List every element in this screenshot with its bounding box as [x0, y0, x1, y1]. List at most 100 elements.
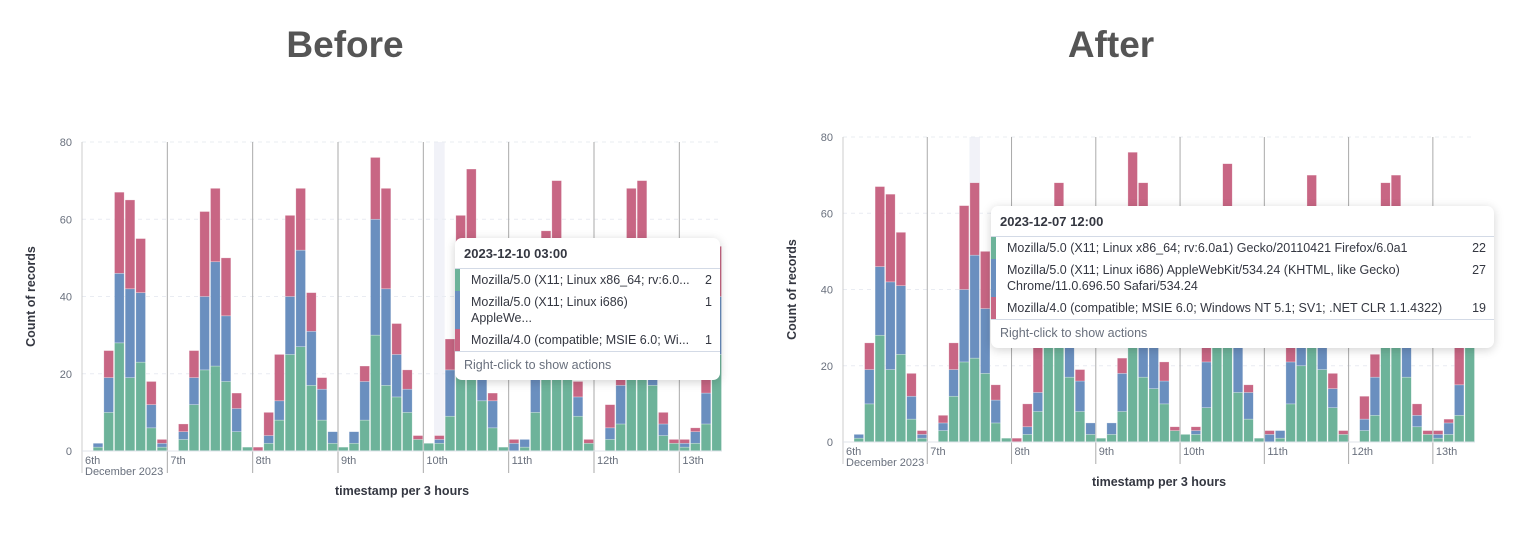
bar-segment-series-2	[1032, 392, 1043, 412]
bar-segment-series-3	[178, 423, 189, 432]
bar-segment-series-1	[1338, 434, 1349, 443]
bar-segment-series-2	[135, 292, 146, 363]
bar-segment-series-1	[874, 334, 885, 443]
bar-segment-series-3	[1032, 346, 1043, 393]
x-tick-label: 8th	[1015, 446, 1030, 458]
bar-segment-series-1	[178, 439, 189, 452]
bar-segment-series-3	[906, 373, 917, 397]
bar-segment-series-3	[1369, 354, 1380, 378]
bar-segment-series-1	[1443, 434, 1454, 443]
bar-segment-series-1	[937, 430, 949, 443]
bar-segment-series-2	[114, 273, 125, 344]
bar-segment-series-1	[156, 446, 168, 452]
bar-segment-series-2	[948, 369, 959, 397]
tooltip-row-label: Mozilla/5.0 (X11; Linux x86_64; rv:6.0a1…	[1007, 241, 1408, 255]
bar-segment-series-1	[1422, 434, 1433, 443]
y-axis-title: Count of records	[785, 239, 799, 340]
tooltip-row: Mozilla/5.0 (X11; Linux x86_64; rv:6.0..…	[455, 269, 720, 291]
bar-segment-series-3	[1443, 418, 1454, 424]
y-axis-title: Count of records	[24, 246, 38, 347]
bar-segment-series-1	[423, 442, 434, 452]
bar-segment-series-1	[1159, 403, 1170, 443]
bar-segment-series-3	[188, 350, 200, 378]
bar-segment-series-3	[1412, 403, 1423, 416]
bar-segment-series-1	[980, 373, 991, 443]
after-tooltip: 2023-12-07 12:00 Mozilla/5.0 (X11; Linux…	[991, 206, 1494, 348]
bar-segment-series-2	[402, 388, 413, 413]
bar-segment-series-3	[658, 412, 669, 425]
bar-segment-series-3	[1169, 426, 1180, 431]
bar-segment-series-1	[519, 446, 530, 452]
bar-segment-series-1	[476, 400, 488, 452]
bar-segment-series-3	[1338, 430, 1349, 435]
bar-segment-series-1	[1327, 407, 1338, 443]
bar-segment-series-1	[1190, 434, 1201, 443]
bar-segment-series-3	[412, 435, 424, 440]
bar-segment-series-3	[948, 342, 959, 370]
y-tick-label: 0	[66, 446, 72, 458]
bar-segment-series-3	[1159, 361, 1170, 382]
bar-segment-series-3	[1190, 426, 1201, 431]
bar-segment-series-1	[1243, 418, 1254, 443]
bar-segment-series-2	[969, 254, 980, 359]
x-axis-title: timestamp per 3 hours	[335, 484, 469, 498]
bar-segment-series-1	[679, 446, 690, 452]
bar-segment-series-3	[959, 205, 970, 290]
bar-segment-series-3	[508, 439, 520, 444]
bar-segment-series-2	[1359, 418, 1370, 431]
bar-segment-series-2	[959, 289, 970, 363]
bar-segment-series-1	[199, 369, 210, 452]
tooltip-row-value: 2	[705, 273, 712, 287]
bar-segment-series-2	[327, 431, 338, 444]
tooltip-row-value: 22	[1472, 241, 1486, 255]
bar-segment-series-2	[284, 296, 296, 355]
bar-segment-series-3	[295, 188, 306, 251]
tooltip-footer: Right-click to show actions	[455, 351, 720, 380]
bar-segment-series-2	[874, 266, 885, 336]
bar-segment-series-3	[690, 427, 701, 432]
y-tick-label: 80	[60, 137, 72, 149]
bar-segment-series-3	[156, 439, 168, 444]
bar-segment-series-3	[1264, 430, 1275, 435]
bar-segment-series-1	[274, 419, 285, 452]
bar-segment-series-1	[391, 396, 402, 452]
bar-segment-series-1	[969, 357, 980, 443]
bar-segment-series-1	[990, 422, 1001, 443]
bar-segment-series-3	[1022, 403, 1033, 428]
x-tick-label: 9th	[1099, 446, 1114, 458]
bar-segment-series-3	[583, 439, 594, 444]
y-tick-label: 40	[821, 285, 833, 297]
y-tick-label: 80	[821, 132, 833, 144]
bar-segment-series-2	[1022, 426, 1033, 435]
bar-segment-series-1	[1085, 434, 1096, 443]
tooltip-row-label: Mozilla/5.0 (X11; Linux i686) AppleWebKi…	[1007, 263, 1400, 293]
bar-segment-series-3	[1074, 369, 1086, 382]
bar-segment-series-1	[103, 412, 114, 452]
bar-segment-series-2	[210, 261, 221, 367]
bar-segment-series-1	[231, 431, 242, 452]
y-tick-label: 40	[60, 292, 72, 304]
bar-segment-series-1	[1285, 403, 1296, 443]
tooltip-row: Mozilla/4.0 (compatible; MSIE 6.0; Wi...…	[455, 329, 720, 351]
bar-segment-series-2	[103, 377, 114, 413]
bar-segment-series-1	[1433, 437, 1444, 443]
bar-segment-series-2	[1159, 380, 1170, 405]
bar-segment-series-1	[690, 442, 701, 452]
bar-segment-series-1	[338, 446, 349, 452]
bar-segment-series-3	[306, 292, 317, 332]
bar-segment-series-1	[1454, 415, 1465, 443]
bar-segment-series-2	[1190, 430, 1201, 435]
before-title: Before	[286, 24, 404, 65]
bar-segment-series-1	[263, 442, 274, 452]
bar-segment-series-1	[906, 418, 917, 443]
x-tick-sublabel: December 2023	[846, 457, 924, 469]
bar-segment-series-1	[1254, 437, 1265, 443]
bar-segment-series-1	[959, 361, 970, 443]
bar-segment-series-1	[1232, 392, 1244, 443]
bar-segment-series-1	[242, 446, 253, 452]
bar-segment-series-3	[402, 369, 413, 390]
bar-segment-series-2	[199, 296, 210, 371]
x-tick-label: 10th	[426, 455, 447, 467]
series-color-swatch	[455, 269, 460, 291]
bar-segment-series-3	[316, 377, 328, 390]
